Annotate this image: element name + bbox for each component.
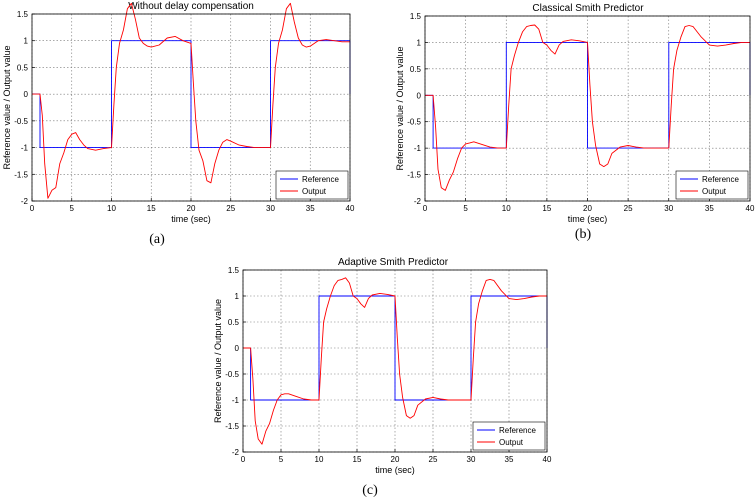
y-tick-label: 1 [24,37,29,46]
y-tick-label: -2 [21,197,29,206]
legend-entry-reference: Reference [499,426,536,435]
chart-caption: (a) [149,232,165,247]
y-axis-label: Reference value / Output value [2,45,12,169]
y-tick-label: 1.5 [228,266,240,275]
y-tick-label: 0.5 [410,65,422,74]
x-axis-label: time (sec) [375,465,415,475]
y-tick-label: 1 [417,38,422,47]
chart-caption: (c) [362,483,378,498]
y-tick-label: 1 [235,292,240,301]
x-tick-label: 20 [391,455,400,464]
x-tick-label: 0 [241,455,246,464]
x-tick-label: 35 [705,204,714,213]
x-tick-label: 25 [226,204,235,213]
series-line-output [243,277,547,445]
legend-entry-output: Output [499,438,524,447]
y-tick-label: -1 [21,144,29,153]
y-tick-label: -2 [232,448,240,457]
y-tick-label: 0 [417,91,422,100]
chart-title: Classical Smith Predictor [532,3,644,14]
y-tick-label: -0.5 [407,118,421,127]
chart-panel-b: Classical Smith Predictor (b) 0 5 10 15 20 25… [395,3,755,242]
plot-frame [31,13,351,202]
x-tick-label: 20 [187,204,196,213]
legend-box [675,170,749,200]
y-tick-label: 1.5 [410,12,422,21]
x-tick-label: 30 [467,455,476,464]
x-tick-label: 40 [543,455,552,464]
chart-title: Without delay compensation [128,1,254,12]
chart-panel-a: Without delay compensation (a) 0 5 10 15 20 2… [2,1,355,247]
x-tick-label: 40 [346,204,355,213]
x-tick-label: 25 [429,455,438,464]
x-tick-label: 5 [279,455,284,464]
legend-entry-reference: Reference [702,175,739,184]
y-tick-label: 0 [24,90,29,99]
y-axis-label: Reference value / Output value [213,299,223,423]
y-tick-label: -1.5 [225,422,239,431]
chart-title: Adaptive Smith Predictor [338,257,449,268]
plot-frame [424,15,751,202]
y-tick-label: -2 [414,197,422,206]
legend-entry-output: Output [302,187,327,196]
x-tick-label: 0 [423,204,428,213]
y-axis-label: Reference value / Output value [395,46,405,170]
series-line-reference [32,40,351,149]
y-tick-label: -1 [414,144,422,153]
x-tick-label: 10 [315,455,324,464]
x-tick-label: 0 [30,204,35,213]
x-tick-label: 10 [107,204,116,213]
y-tick-label: -0.5 [14,117,28,126]
x-tick-label: 20 [583,204,592,213]
series-line-output [425,24,750,191]
y-tick-label: 0 [235,344,240,353]
x-tick-label: 5 [463,204,468,213]
x-tick-label: 15 [147,204,156,213]
y-tick-label: 0.5 [17,63,29,72]
y-tick-label: -1.5 [407,171,421,180]
y-tick-label: -1 [232,396,240,405]
y-tick-label: 1.5 [17,10,29,19]
y-tick-label: -0.5 [225,370,239,379]
y-tick-label: 0.5 [228,318,240,327]
legend-entry-output: Output [702,187,727,196]
legend-box [472,421,546,451]
y-tick-label: -1.5 [14,170,28,179]
x-tick-label: 35 [306,204,315,213]
x-tick-label: 15 [542,204,551,213]
chart-panel-c: Adaptive Smith Predictor (c) 0 5 10 15 20 25 3… [213,257,552,498]
legend-entry-reference: Reference [302,175,339,184]
series-line-output [32,2,350,199]
x-tick-label: 30 [664,204,673,213]
x-tick-label: 40 [746,204,755,213]
x-tick-label: 10 [502,204,511,213]
x-axis-label: time (sec) [568,214,608,224]
x-axis-label: time (sec) [171,214,211,224]
x-tick-label: 25 [624,204,633,213]
x-tick-label: 35 [505,455,514,464]
x-tick-label: 15 [353,455,362,464]
x-tick-label: 5 [70,204,75,213]
chart-caption: (b) [575,227,592,242]
x-tick-label: 30 [266,204,275,213]
legend-box [275,170,349,200]
plot-frame [242,269,548,453]
